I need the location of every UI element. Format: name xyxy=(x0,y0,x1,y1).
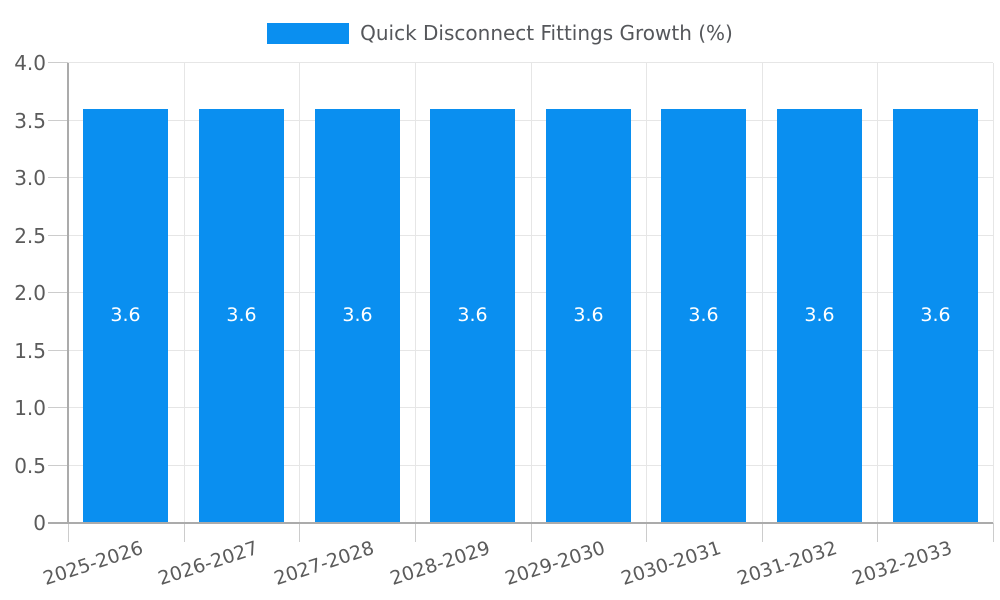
bar xyxy=(893,109,978,523)
gridline-vertical xyxy=(762,63,763,523)
bar xyxy=(315,109,400,523)
x-axis-label: 2027-2028 xyxy=(271,537,377,590)
y-axis-tick xyxy=(48,177,68,178)
bar-value-label: 3.6 xyxy=(688,304,719,326)
y-axis-tick xyxy=(48,235,68,236)
x-axis-label: 2032-2033 xyxy=(849,537,955,590)
gridline-vertical xyxy=(877,63,878,523)
y-axis-label: 1.5 xyxy=(14,339,46,363)
chart-legend: Quick Disconnect Fittings Growth (%) xyxy=(0,20,1000,46)
x-axis-tick xyxy=(531,523,532,542)
gridline-horizontal xyxy=(68,350,993,351)
x-axis-line xyxy=(48,522,993,524)
y-axis-label: 3.0 xyxy=(14,166,46,190)
gridline-horizontal xyxy=(68,177,993,178)
y-axis-tick xyxy=(48,407,68,408)
x-axis-tick xyxy=(877,523,878,542)
gridline-horizontal xyxy=(68,235,993,236)
x-axis-tick xyxy=(184,523,185,542)
legend-swatch xyxy=(267,22,350,44)
y-axis-label: 0 xyxy=(33,511,46,535)
y-axis-tick xyxy=(48,120,68,121)
x-axis-tick xyxy=(68,523,69,542)
gridline-vertical xyxy=(646,63,647,523)
gridline-vertical xyxy=(415,63,416,523)
gridline-vertical xyxy=(299,63,300,523)
y-axis-tick xyxy=(48,62,68,63)
x-axis-label: 2029-2030 xyxy=(502,537,608,590)
gridline-horizontal xyxy=(68,407,993,408)
y-axis-label: 1.0 xyxy=(14,396,46,420)
bar-value-label: 3.6 xyxy=(920,304,951,326)
bar-value-label: 3.6 xyxy=(573,304,604,326)
bar xyxy=(199,109,284,523)
y-axis-line xyxy=(67,63,69,524)
gridline-vertical xyxy=(993,63,994,523)
gridline-horizontal xyxy=(68,465,993,466)
legend-series-label: Quick Disconnect Fittings Growth (%) xyxy=(360,21,733,45)
y-axis-tick xyxy=(48,350,68,351)
bar xyxy=(83,109,168,523)
gridline-horizontal xyxy=(68,120,993,121)
x-axis-label: 2025-2026 xyxy=(40,537,146,590)
bar-value-label: 3.6 xyxy=(804,304,835,326)
x-axis-tick xyxy=(993,523,994,542)
y-axis-tick xyxy=(48,465,68,466)
bar-value-label: 3.6 xyxy=(226,304,257,326)
x-axis-tick xyxy=(646,523,647,542)
x-axis-label: 2026-2027 xyxy=(155,537,261,590)
gridline-horizontal xyxy=(68,292,993,293)
x-axis-label: 2028-2029 xyxy=(387,537,493,590)
x-axis-tick xyxy=(415,523,416,542)
y-axis-label: 2.5 xyxy=(14,224,46,248)
y-axis-label: 0.5 xyxy=(14,454,46,478)
bar xyxy=(430,109,515,523)
bar xyxy=(661,109,746,523)
bar-value-label: 3.6 xyxy=(342,304,373,326)
bar-value-label: 3.6 xyxy=(110,304,141,326)
bar xyxy=(546,109,631,523)
y-axis-label: 2.0 xyxy=(14,281,46,305)
x-axis-label: 2031-2032 xyxy=(734,537,840,590)
gridline-horizontal xyxy=(68,62,993,63)
bar-value-label: 3.6 xyxy=(457,304,488,326)
bar xyxy=(777,109,862,523)
y-axis-label: 3.5 xyxy=(14,109,46,133)
x-axis-tick xyxy=(299,523,300,542)
gridline-vertical xyxy=(531,63,532,523)
y-axis-tick xyxy=(48,292,68,293)
gridline-vertical xyxy=(184,63,185,523)
y-axis-label: 4.0 xyxy=(14,51,46,75)
x-axis-tick xyxy=(762,523,763,542)
x-axis-label: 2030-2031 xyxy=(618,537,724,590)
